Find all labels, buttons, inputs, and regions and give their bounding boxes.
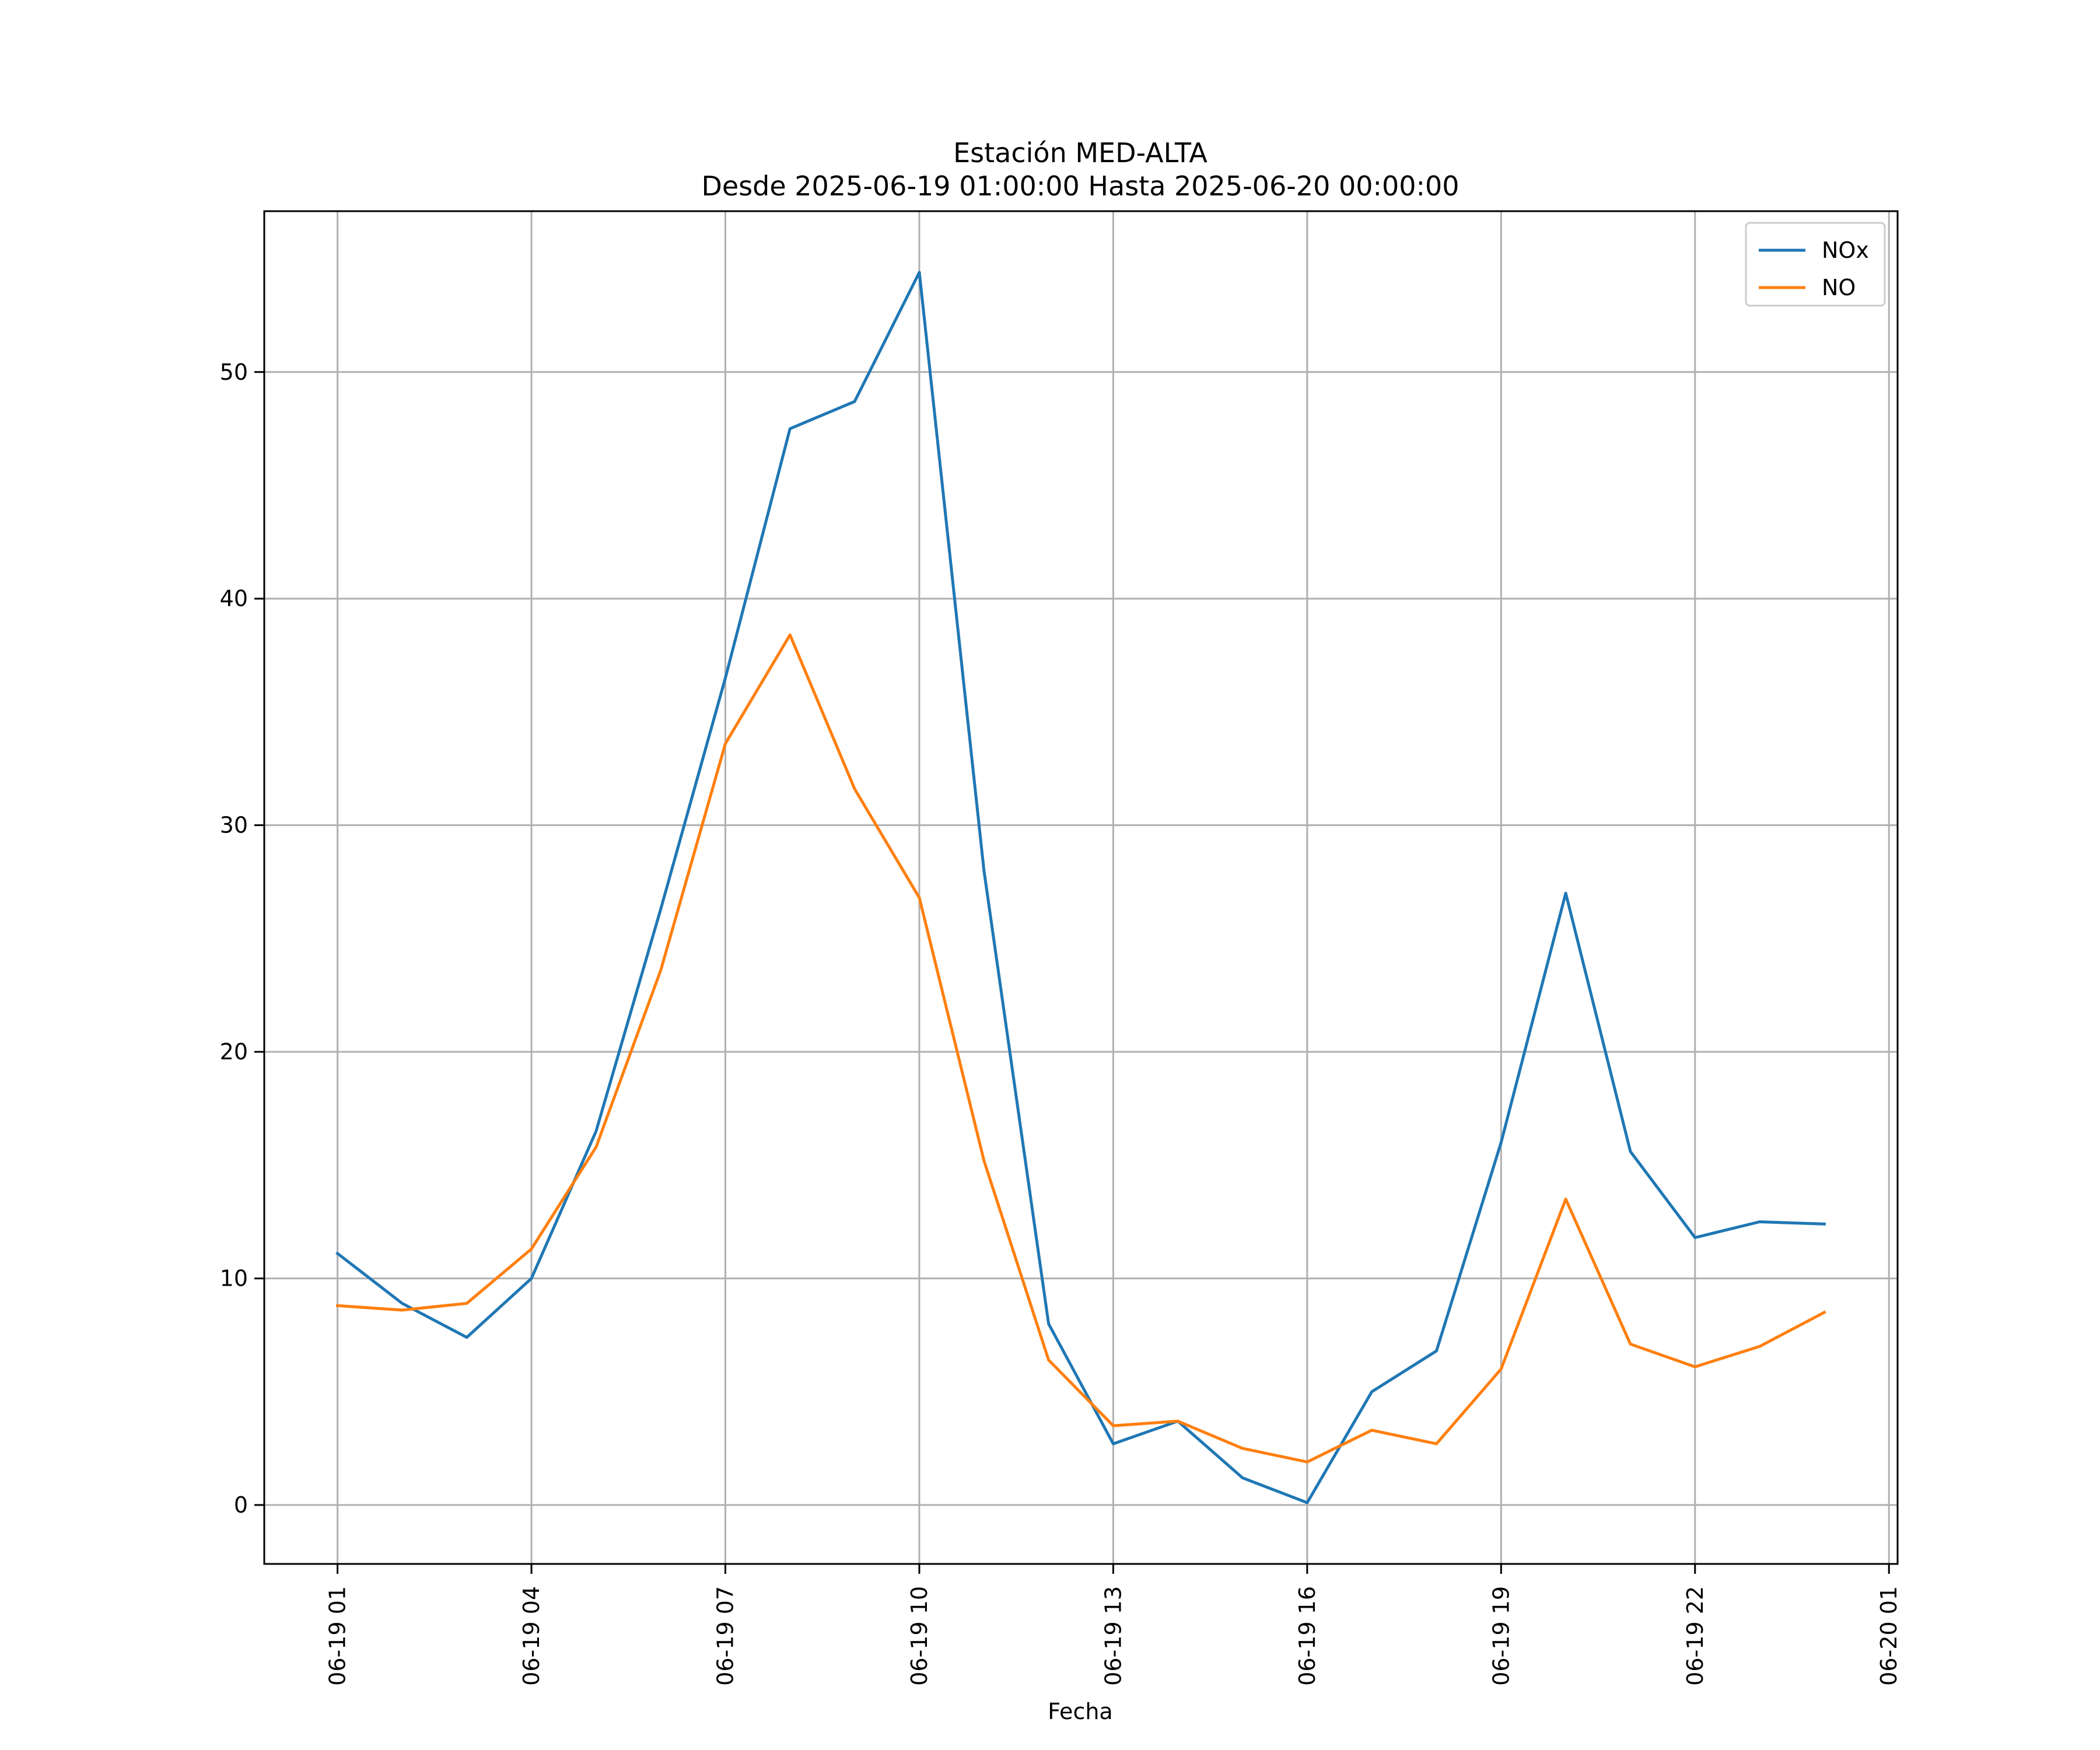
x-tick-label: 06-20 01: [1876, 1586, 1902, 1686]
legend: NOx NO: [1745, 222, 1886, 307]
chart-title: Estación MED-ALTA: [953, 137, 1208, 169]
grid: [264, 211, 1898, 1564]
y-tick-label: 0: [234, 1492, 248, 1518]
y-tick-label: 10: [220, 1266, 248, 1292]
series-line-nox: [335, 271, 1826, 1504]
y-tick-label: 50: [220, 359, 248, 385]
y-tick-label: 40: [220, 586, 248, 611]
y-tick-label: 20: [220, 1039, 248, 1065]
legend-label-no: NO: [1822, 275, 1856, 300]
x-tick-label: 06-19 01: [325, 1586, 351, 1686]
x-tick-label: 06-19 19: [1488, 1586, 1514, 1686]
x-tick-label: 06-19 16: [1294, 1586, 1320, 1686]
series-line-no: [335, 633, 1826, 1464]
series-group: [335, 271, 1826, 1504]
x-tick-label: 06-19 10: [907, 1586, 932, 1686]
x-axis-label: Fecha: [1048, 1699, 1112, 1724]
axis-ticks: 06-19 01 06-19 04 06-19 07 06-19 10 06-19 13…: [220, 359, 1902, 1686]
x-tick-label: 06-19 07: [713, 1586, 738, 1686]
legend-box: [1745, 222, 1886, 307]
legend-label-nox: NOx: [1822, 237, 1869, 263]
chart-subtitle: Desde 2025-06-19 01:00:00 Hasta 2025-06-…: [701, 170, 1459, 202]
x-tick-label: 06-19 22: [1682, 1586, 1708, 1686]
plot-frame: [263, 210, 1899, 1565]
y-tick-label: 30: [220, 813, 248, 838]
x-tick-label: 06-19 13: [1100, 1586, 1126, 1686]
x-tick-label: 06-19 04: [519, 1586, 544, 1686]
